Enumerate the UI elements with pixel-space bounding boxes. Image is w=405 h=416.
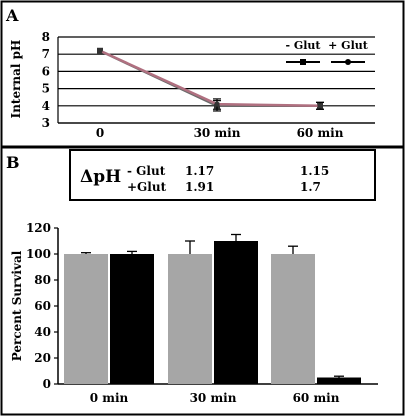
chart-a-ytick-labels: 3 4 5 6 7 8 bbox=[42, 30, 50, 130]
bar-1-0 bbox=[110, 254, 154, 384]
ph-line-chart: Internal pH 3 4 5 6 7 8 0 30 min 60 min - Glut +… bbox=[9, 30, 375, 140]
bar-0-2 bbox=[271, 254, 315, 384]
chart-a-ylabel: Internal pH bbox=[9, 40, 23, 119]
ytick-b-120: 120 bbox=[26, 221, 51, 235]
xtick-a-0: 0 bbox=[96, 126, 104, 140]
delta-row-minus-label: - Glut bbox=[127, 164, 166, 178]
chart-b-bars bbox=[64, 233, 361, 384]
delta-row-plus-label: +Glut bbox=[127, 180, 167, 194]
legend-label-0: - Glut bbox=[285, 39, 321, 52]
bar-1-1 bbox=[214, 241, 258, 384]
delta-row-plus-value-60: 1.7 bbox=[300, 180, 321, 194]
bar-0-1 bbox=[168, 254, 212, 384]
point-a-1-2 bbox=[317, 103, 323, 109]
ytick-a-4: 4 bbox=[42, 99, 50, 113]
panel-a-letter: A bbox=[5, 6, 19, 25]
delta-row-minus-value-60: 1.15 bbox=[300, 164, 329, 178]
ytick-b-60: 60 bbox=[34, 299, 51, 313]
point-a-1-1 bbox=[214, 101, 220, 107]
chart-a-legend: - Glut + Glut bbox=[285, 39, 369, 65]
xtick-a-2: 60 min bbox=[297, 126, 344, 140]
ytick-b-80: 80 bbox=[34, 273, 51, 287]
ytick-b-40: 40 bbox=[34, 325, 51, 339]
xtick-b-2: 60 min bbox=[293, 391, 340, 405]
ytick-a-8: 8 bbox=[42, 30, 50, 44]
bar-0-0 bbox=[64, 254, 108, 384]
legend-label-1: + Glut bbox=[328, 39, 369, 52]
xtick-b-0: 0 min bbox=[90, 391, 129, 405]
chart-b-ytick-labels: 0 20 40 60 80 100 120 bbox=[26, 221, 51, 391]
chart-a-xtick-labels: 0 30 min 60 min bbox=[96, 126, 344, 140]
xtick-a-1: 30 min bbox=[194, 126, 241, 140]
ytick-b-0: 0 bbox=[43, 377, 51, 391]
chart-b-ylabel: Percent Survival bbox=[10, 250, 24, 361]
ytick-a-5: 5 bbox=[42, 82, 50, 96]
bar-1-2 bbox=[317, 377, 361, 384]
point-a-1-0 bbox=[97, 48, 103, 54]
xtick-b-1: 30 min bbox=[190, 391, 237, 405]
chart-b-xtick-labels: 0 min 30 min 60 min bbox=[90, 391, 340, 405]
ytick-a-6: 6 bbox=[42, 64, 50, 78]
delta-ph-table-frame bbox=[69, 149, 376, 201]
legend-marker-1 bbox=[345, 59, 351, 65]
panel-b-letter: B bbox=[6, 153, 20, 172]
chart-a-series bbox=[97, 47, 324, 112]
ytick-a-3: 3 bbox=[42, 116, 50, 130]
series-line-a-1 bbox=[99, 49, 321, 108]
delta-row-minus-value-30: 1.17 bbox=[185, 164, 214, 178]
ytick-a-7: 7 bbox=[42, 47, 50, 61]
survival-bar-chart: Percent Survival 0 20 40 60 80 100 120 0 min 30… bbox=[10, 221, 378, 405]
delta-row-plus-value-30: 1.91 bbox=[185, 180, 214, 194]
series-line-a-0 bbox=[99, 49, 320, 108]
ytick-b-20: 20 bbox=[34, 351, 51, 365]
delta-ph-table: ΔpH - Glut 1.17 1.15 +Glut 1.91 1.7 bbox=[69, 149, 376, 201]
delta-ph-symbol: ΔpH bbox=[80, 167, 121, 187]
ytick-b-100: 100 bbox=[26, 247, 51, 261]
legend-marker-0 bbox=[300, 59, 306, 65]
